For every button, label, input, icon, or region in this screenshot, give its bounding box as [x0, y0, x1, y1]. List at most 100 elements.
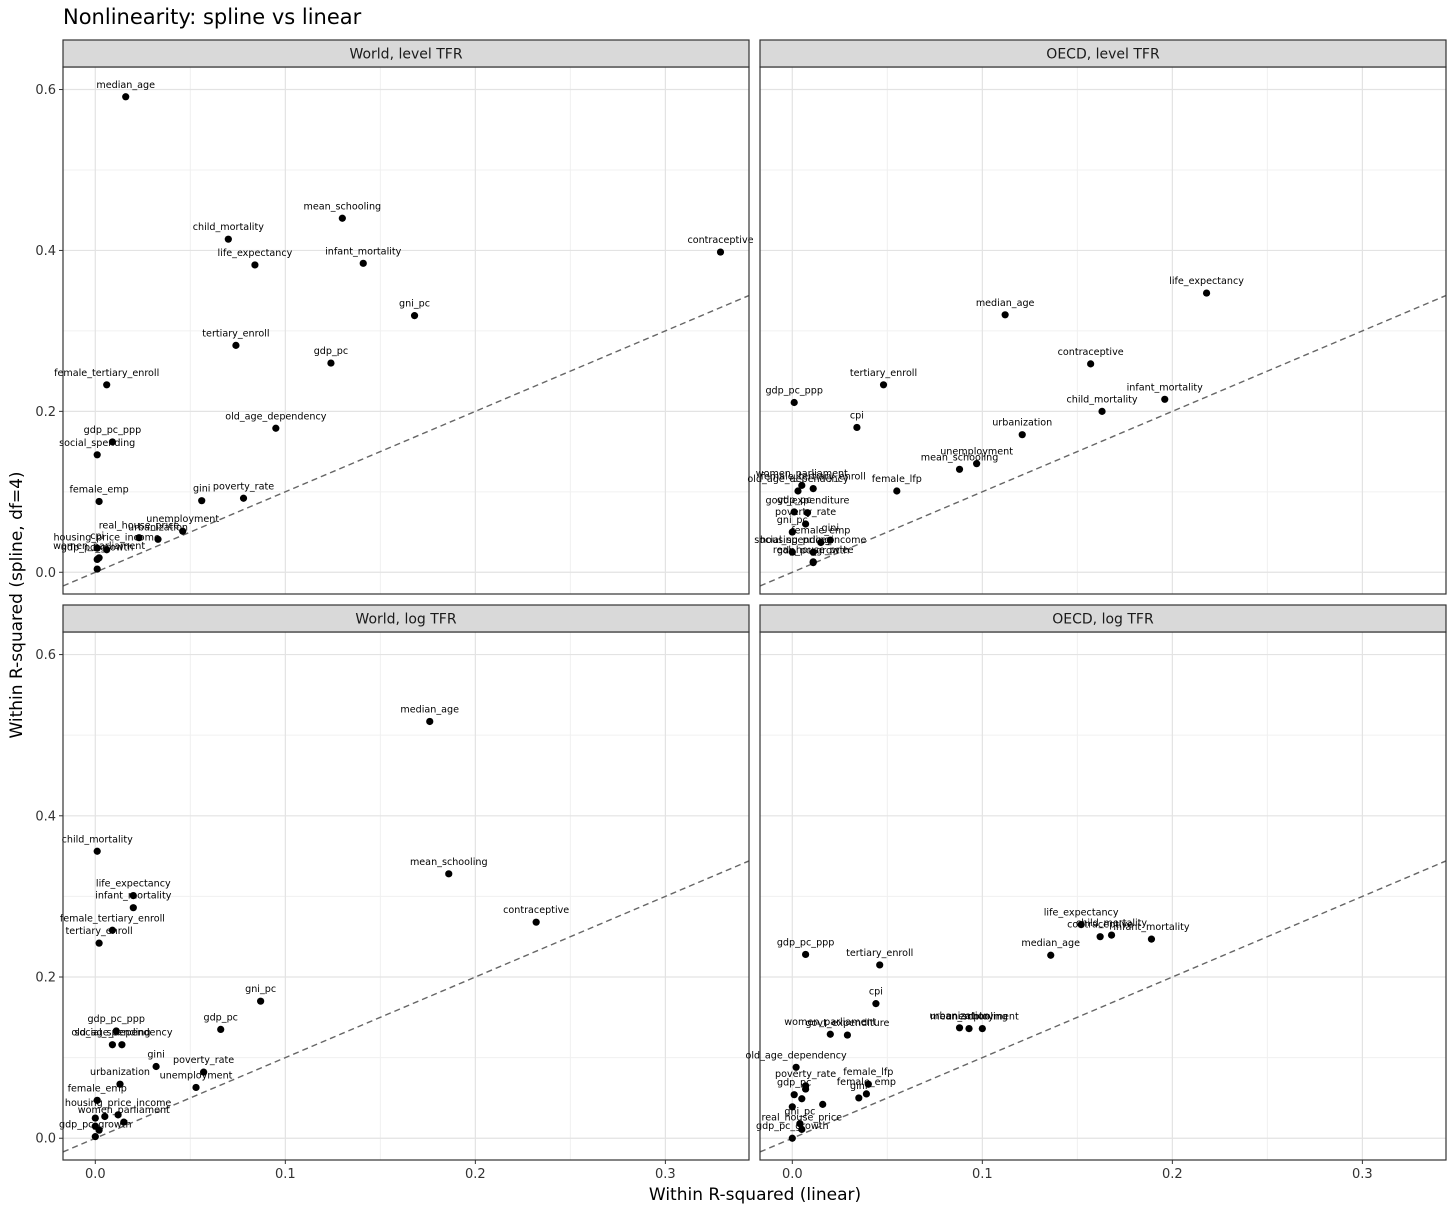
point-contraceptive [1096, 933, 1104, 941]
point-social-spending [108, 1041, 117, 1049]
point-label-gini: gini [850, 1081, 868, 1092]
point-cpi [853, 423, 861, 432]
point-label-housing-price-income: housing_price_income [760, 535, 867, 546]
point-poverty-rate [200, 1068, 208, 1076]
x-axis: 0.0 0.1 0.2 0.3 [85, 1160, 676, 1182]
point-unemployment [973, 460, 981, 468]
point-gini [152, 1062, 160, 1071]
y-axis: 0.0 0.2 0.4 0.6 [35, 83, 63, 581]
panel-oecd-level-tfr: life_expectancy median_age contraceptive te… [747, 39, 1447, 595]
point-label-gni-pc: gni_pc [784, 1107, 815, 1118]
point-label-life-expectancy: life_expectancy [96, 879, 171, 890]
point-median-age [1001, 311, 1009, 319]
point-women-parliament [798, 481, 806, 489]
point-label-poverty-rate: poverty_rate [775, 507, 836, 518]
point-gini [198, 497, 206, 505]
point [788, 1103, 796, 1111]
point-female-emp [817, 538, 825, 547]
point-child-mortality [93, 847, 101, 855]
point-label-child-mortality: child_mortality [193, 222, 264, 233]
point-label-gni-pc: gni_pc [777, 515, 808, 526]
point-label-social-spending: social_spending [754, 535, 830, 546]
point-gdp-pc-growth [788, 1134, 796, 1142]
point-label-mean-schooling: mean_schooling [410, 857, 488, 868]
point-label-gni-pc: gni_pc [245, 984, 276, 995]
x-tick-label: 0.2 [1162, 1167, 1183, 1182]
point-label-old-age-dependency: old_age_dependency [225, 411, 327, 422]
point-unemployment [179, 527, 187, 535]
x-tick-label: 0.0 [85, 1167, 106, 1182]
point-govt-expenditure [803, 509, 812, 517]
panels: median_agemean_schoolingchild_mortalityc… [35, 39, 1447, 1182]
point-mean-schooling [965, 1025, 973, 1033]
point-child-mortality [224, 235, 232, 243]
point-label-median-age: median_age [96, 80, 155, 91]
point-infant-mortality [359, 259, 367, 267]
point-child-mortality [1098, 407, 1106, 415]
point-label-infant-mortality: infant_mortality [95, 891, 172, 902]
point-label-gini: gini [147, 1049, 165, 1060]
point-labels: median_age mean_schooling child_mortalityc… [53, 80, 754, 554]
point-label-tertiary-enroll: tertiary_enroll [850, 368, 917, 379]
point-label-poverty-rate: poverty_rate [775, 1069, 836, 1080]
x-axis-title: Within R-squared (linear) [649, 1185, 861, 1205]
point-label-unemployment: unemployment [160, 1070, 233, 1081]
point-gni-pc [257, 997, 265, 1005]
point-label-old-age-dependency: old_age_dependency [746, 1050, 848, 1061]
point-label-child-mortality: child_mortality [1066, 394, 1137, 405]
point-infant-mortality [129, 904, 137, 912]
point-urbanization [116, 1080, 124, 1088]
point-unemployment [978, 1025, 986, 1033]
point-old-age-dependency [794, 487, 802, 495]
reference-line [63, 860, 749, 1153]
point-label-poverty-rate: poverty_rate [173, 1055, 234, 1066]
point-label-unemployment: unemployment [946, 1012, 1019, 1023]
point-label-tertiary-enroll: tertiary_enroll [846, 948, 913, 959]
point-gni-pc [788, 528, 796, 536]
x-tick-label: 0.3 [655, 1167, 676, 1182]
point-labels: median_age child_mortality mean_schoolingl… [59, 704, 569, 1130]
point-label-female-lfp: female_lfp [872, 474, 922, 485]
point-gdp-pc-ppp [108, 438, 117, 446]
point-label-contraceptive: contraceptive [1067, 920, 1133, 931]
point [93, 565, 101, 573]
point-life-expectancy [1202, 289, 1211, 297]
y-tick-label: 0.4 [35, 244, 56, 259]
point-gini [855, 1094, 863, 1102]
point-label-cpi: cpi [90, 531, 104, 542]
gridlines [760, 632, 1446, 1160]
point-label-mean-schooling: mean_schooling [304, 201, 382, 212]
strip-background [62, 39, 750, 68]
point-label-infant-mortality: infant_mortality [1113, 922, 1190, 933]
point-label-contraceptive: contraceptive [503, 905, 569, 916]
point-old-age-dependency [792, 1063, 800, 1071]
point-label-mean-schooling: mean_schooling [921, 452, 999, 463]
point-label-mean-schooling: mean_schooling [930, 1012, 1008, 1023]
x-axis: 0.0 0.1 0.2 0.3 [782, 1160, 1373, 1182]
point-infant-mortality [1147, 935, 1156, 943]
reference-line [760, 860, 1446, 1153]
points [788, 921, 1156, 1142]
point-label-gdp-pc-growth: gdp_pc_growth [756, 1121, 829, 1132]
point-cpi [872, 1000, 880, 1008]
panel-oecd-log-tfr: life_expectancychild_mortalitycontracept… [746, 604, 1447, 1182]
point-label-gdp-pc: gdp_pc [777, 495, 811, 506]
point [798, 1095, 806, 1103]
point-gdp-pc [790, 508, 798, 516]
y-tick-label: 0.2 [35, 971, 56, 986]
point-label-gdp-pc-ppp: gdp_pc_ppp [777, 937, 835, 948]
point-gdp-pc-growth [91, 1133, 99, 1141]
point-housing-price-income [114, 1111, 122, 1119]
point-label-life-expectancy: life_expectancy [218, 248, 293, 259]
strip-background [759, 604, 1447, 633]
point-life-expectancy [251, 261, 259, 269]
x-tick-label: 0.1 [275, 1167, 296, 1182]
point-female-tertiary-enroll [809, 485, 817, 493]
y-tick-label: 0.6 [35, 83, 56, 98]
point-label-median-age: median_age [1021, 938, 1080, 949]
point-label-median-age: median_age [400, 704, 459, 715]
point-label-gni-pc: gni_pc [399, 299, 430, 310]
point-tertiary-enroll [879, 381, 888, 389]
point-cpi [93, 544, 101, 552]
